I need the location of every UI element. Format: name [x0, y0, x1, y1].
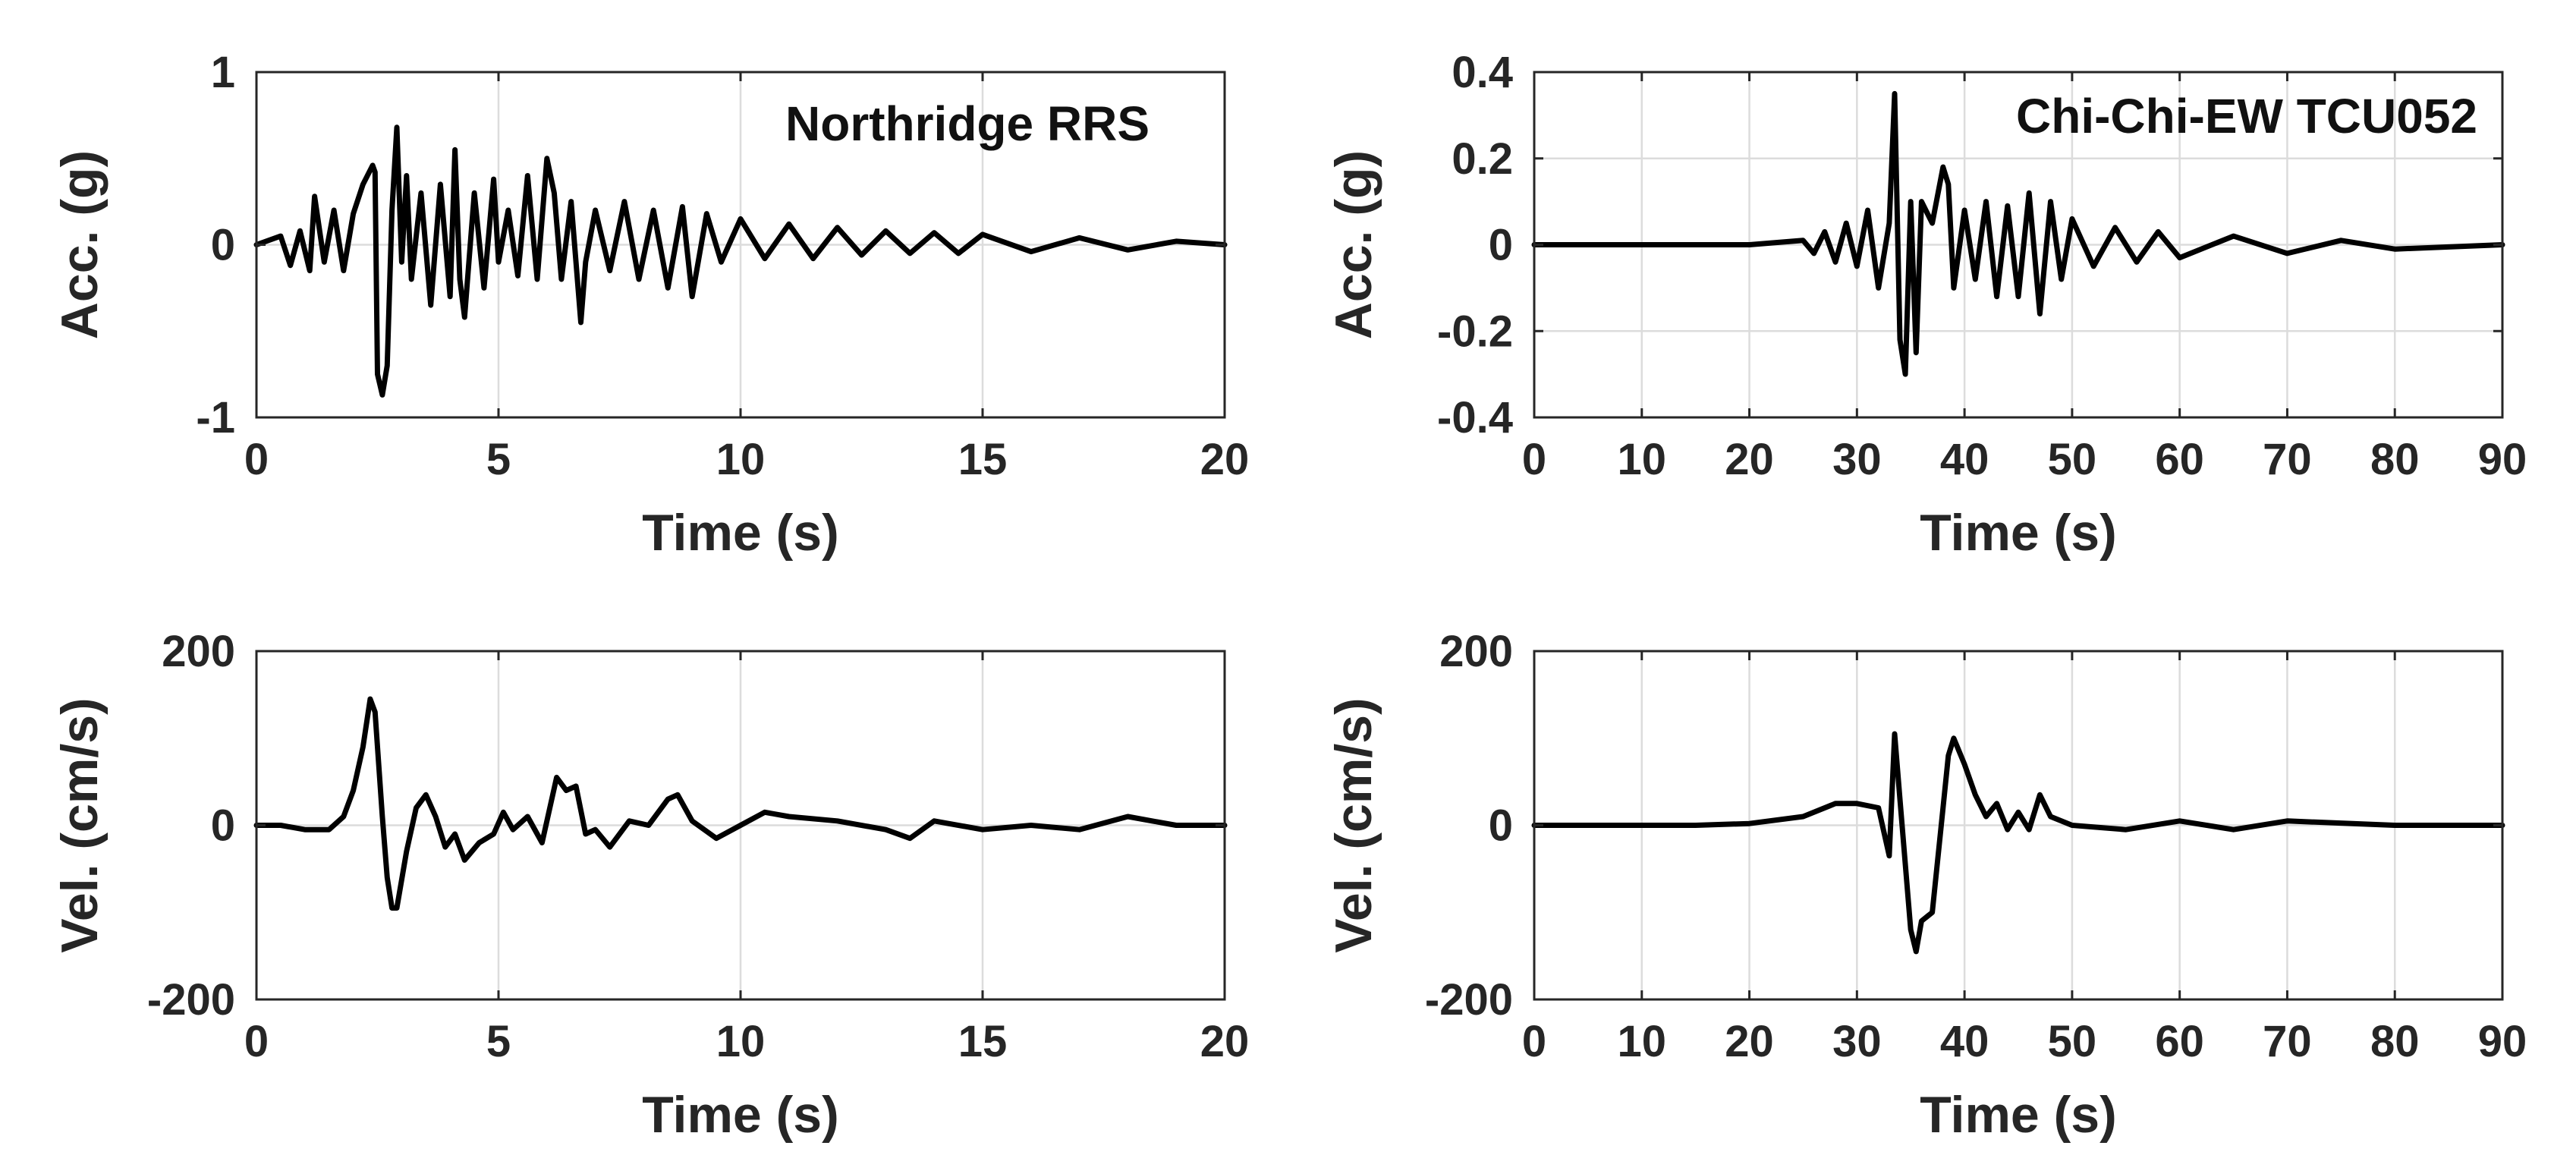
x-tick-label: 10 — [1618, 435, 1667, 484]
x-tick-label: 20 — [1725, 435, 1774, 484]
x-tick-label: 50 — [2048, 435, 2097, 484]
x-tick-label: 40 — [1940, 435, 1989, 484]
y-tick-label: 0 — [1489, 801, 1513, 851]
x-tick-label: 0 — [1522, 1017, 1546, 1066]
y-tick-label: 200 — [1439, 627, 1513, 676]
panel-acc-chichi: 0 10 20 30 40 50 60 70 80 90 -0.4 -0.2 0 0.2 0.4 Time (… — [1325, 48, 2527, 562]
series-line — [1531, 731, 2505, 955]
x-tick-label: 0 — [1522, 435, 1546, 484]
series-line — [253, 696, 1228, 911]
record-name-label: Chi-Chi-EW TCU052 — [2016, 89, 2477, 143]
y-tick-label: 0 — [1489, 221, 1513, 270]
y-axis-label: Acc. (g) — [1325, 150, 1382, 339]
y-tick-label: -200 — [1425, 975, 1513, 1024]
x-tick-label: 60 — [2155, 435, 2204, 484]
x-tick-label: 30 — [1832, 1017, 1882, 1066]
x-tick-label: 20 — [1725, 1017, 1774, 1066]
x-tick-label: 5 — [486, 435, 511, 484]
x-tick-label: 90 — [2478, 1017, 2527, 1066]
x-tick-label: 10 — [716, 435, 766, 484]
x-axis-label: Time (s) — [642, 504, 838, 562]
x-tick-label: 70 — [2263, 435, 2312, 484]
series-line — [253, 124, 1228, 398]
y-tick-label: -1 — [196, 393, 235, 442]
y-axis-label: Acc. (g) — [51, 150, 109, 339]
x-tick-label: 80 — [2370, 1017, 2420, 1066]
y-tick-label: 1 — [211, 48, 235, 97]
series-line — [1531, 90, 2505, 377]
x-tick-label: 30 — [1832, 435, 1882, 484]
y-tick-label: 0.2 — [1452, 134, 1513, 184]
x-axis-label: Time (s) — [1920, 504, 2116, 562]
x-tick-label: 80 — [2370, 435, 2420, 484]
x-axis-label: Time (s) — [1920, 1086, 2116, 1144]
x-tick-label: 50 — [2048, 1017, 2097, 1066]
y-tick-label: 0 — [211, 801, 235, 851]
x-tick-label: 20 — [1200, 435, 1250, 484]
x-tick-label: 20 — [1200, 1017, 1250, 1066]
x-tick-label: 5 — [486, 1017, 511, 1066]
y-axis-label: Vel. (cm/s) — [1325, 697, 1382, 952]
y-tick-label: 0 — [211, 221, 235, 270]
record-name-label: Northridge RRS — [785, 96, 1150, 151]
x-tick-label: 90 — [2478, 435, 2527, 484]
y-tick-label: -0.4 — [1437, 393, 1513, 442]
y-tick-label: 0.4 — [1452, 48, 1513, 97]
x-tick-label: 70 — [2263, 1017, 2312, 1066]
y-tick-label: -0.2 — [1437, 307, 1513, 356]
y-tick-label: -200 — [147, 975, 235, 1024]
x-tick-label: 0 — [244, 435, 269, 484]
x-tick-label: 40 — [1940, 1017, 1989, 1066]
x-tick-label: 15 — [958, 1017, 1008, 1066]
x-tick-label: 60 — [2155, 1017, 2204, 1066]
x-tick-label: 0 — [244, 1017, 269, 1066]
x-tick-label: 10 — [716, 1017, 766, 1066]
x-tick-label: 10 — [1618, 1017, 1667, 1066]
x-tick-label: 15 — [958, 435, 1008, 484]
x-axis-label: Time (s) — [642, 1086, 838, 1144]
y-tick-label: 200 — [162, 627, 235, 676]
y-axis-label: Vel. (cm/s) — [51, 697, 109, 952]
